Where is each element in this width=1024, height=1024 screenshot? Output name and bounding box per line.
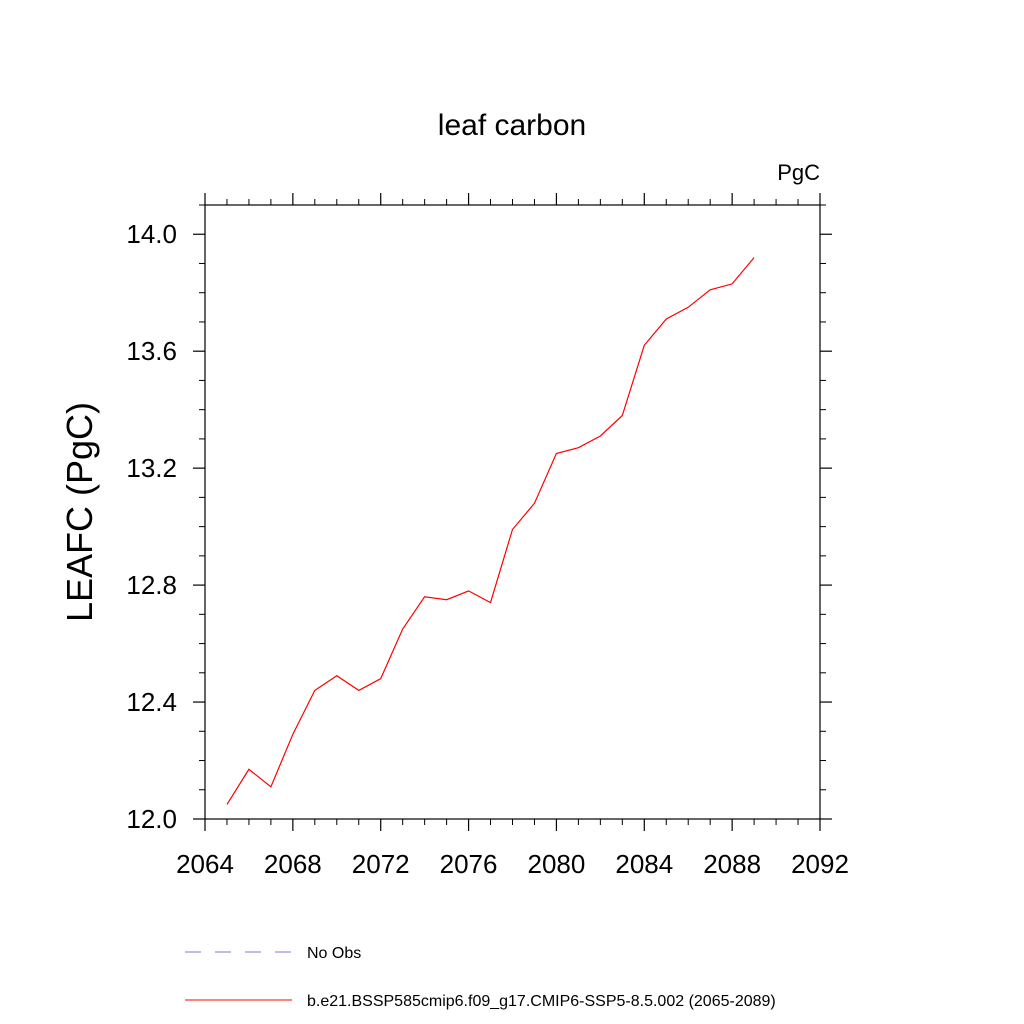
plot-area-frame — [204, 204, 821, 820]
y-axis-label: LEAFC (PgC) — [59, 402, 100, 622]
x-tick-label: 2088 — [703, 849, 761, 879]
x-tick-label: 2064 — [176, 849, 234, 879]
chart-title: leaf carbon — [438, 109, 586, 142]
x-tick-label: 2092 — [791, 849, 849, 879]
y-tick-label: 12.4 — [126, 687, 177, 717]
y-tick-label: 12.8 — [126, 570, 177, 600]
legend-label: No Obs — [307, 945, 361, 962]
y-tick-label: 13.6 — [126, 336, 177, 366]
y-tick-label: 14.0 — [126, 219, 177, 249]
y-tick-label: 12.0 — [126, 804, 177, 834]
legend-label: b.e21.BSSP585cmip6.f09_g17.CMIP6-SSP5-8.… — [307, 993, 776, 1010]
x-tick-label: 2076 — [440, 849, 498, 879]
x-tick-label: 2080 — [528, 849, 586, 879]
series-line-0 — [226, 257, 755, 805]
units-label: PgC — [777, 160, 820, 185]
x-tick-label: 2084 — [615, 849, 673, 879]
x-tick-label: 2068 — [264, 849, 322, 879]
y-tick-label: 13.2 — [126, 453, 177, 483]
x-tick-label: 2072 — [352, 849, 410, 879]
